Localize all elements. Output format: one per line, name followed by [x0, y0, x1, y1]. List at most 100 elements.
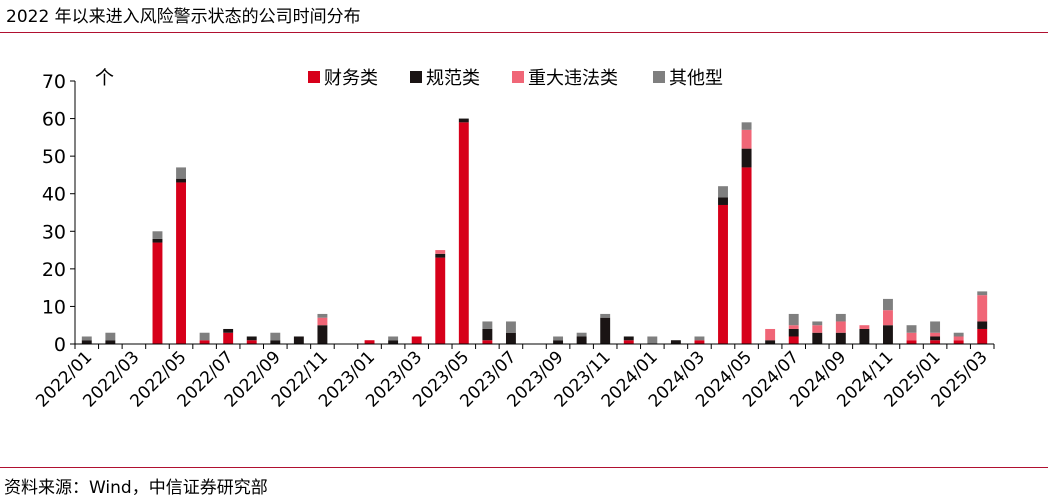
bar-segment-2023/06-s0 — [482, 340, 493, 344]
bar-segment-2025/02-s0 — [953, 340, 964, 344]
bar-segment-2023/10-s1 — [576, 336, 587, 344]
bar-segment-2025/03-s3 — [977, 291, 988, 296]
bar-segment-2022/06-s3 — [199, 332, 210, 341]
bar-segment-2024/03-s0 — [694, 340, 705, 344]
bar-segment-2022/07-s0 — [223, 332, 234, 344]
bar-segment-2024/08-s2 — [812, 325, 823, 333]
bar-segment-2023/12-s0 — [623, 340, 634, 344]
legend-label: 规范类 — [426, 68, 480, 89]
y-tick-label: 40 — [42, 184, 66, 206]
y-tick-label: 60 — [42, 109, 66, 131]
y-tick-label: 10 — [42, 296, 66, 318]
title-divider — [0, 32, 1048, 33]
y-tick-label: 70 — [42, 71, 66, 93]
bar-segment-2024/02-s1 — [670, 340, 681, 344]
bar-segment-2025/01-s3 — [930, 321, 941, 333]
bar-segment-2024/11-s2 — [883, 310, 893, 326]
bar-segment-2024/10-s1 — [859, 328, 870, 344]
bar-segment-2024/07-s1 — [788, 328, 799, 337]
y-axis-unit-label: 个 — [95, 67, 114, 89]
bar-segment-2023/01-s0 — [364, 340, 375, 344]
bar-segment-2025/01-s2 — [930, 332, 941, 337]
legend-swatch — [308, 71, 320, 83]
bar-segment-2023/06-s1 — [482, 328, 493, 341]
bar-segment-2022/01-s1 — [81, 340, 92, 344]
bar-segment-2024/05-s0 — [741, 167, 752, 344]
bar-segment-2022/09-s3 — [270, 332, 281, 341]
bar-segment-2023/02-s1 — [388, 340, 399, 344]
bar-segment-2023/07-s3 — [505, 321, 516, 333]
bar-segment-2024/08-s1 — [812, 332, 823, 344]
bar-segment-2022/05-s1 — [176, 178, 186, 183]
bar-segment-2024/09-s1 — [835, 332, 846, 344]
bar-segment-2022/05-s0 — [176, 182, 186, 344]
bar-segment-2024/04-s3 — [718, 186, 728, 198]
bar-segment-2024/06-s2 — [765, 328, 776, 341]
bar-segment-2022/04-s3 — [152, 231, 163, 239]
bar-segment-2022/10-s1 — [293, 336, 304, 344]
bar-segment-2024/09-s2 — [835, 321, 846, 333]
bar-segment-2023/02-s3 — [388, 336, 399, 341]
bar-segment-2025/02-s3 — [953, 332, 964, 337]
bar-segment-2024/12-s0 — [906, 340, 917, 344]
bar-segment-2023/09-s3 — [553, 336, 564, 341]
bar-segment-2022/08-s1 — [246, 336, 257, 341]
bar-segment-2024/01-s3 — [647, 336, 658, 344]
y-tick-label: 20 — [42, 259, 66, 281]
bar-segment-2024/05-s2 — [741, 129, 752, 149]
chart-title: 2022 年以来进入风险警示状态的公司时间分布 — [6, 7, 361, 27]
bar-segment-2022/11-s2 — [317, 317, 328, 326]
bar-segment-2024/07-s0 — [788, 336, 799, 344]
bar-segment-2022/06-s0 — [199, 340, 210, 344]
source-note: 资料来源：Wind，中信证券研究部 — [4, 478, 268, 498]
bar-segment-2024/09-s3 — [835, 313, 846, 322]
bar-segment-2023/06-s3 — [482, 321, 493, 329]
legend-swatch — [410, 71, 422, 83]
bar-segment-2024/06-s1 — [765, 340, 776, 344]
bar-segment-2023/07-s1 — [505, 332, 516, 344]
bar-segment-2022/11-s3 — [317, 313, 328, 318]
y-tick-label: 0 — [54, 334, 66, 356]
bar-segment-2024/10-s2 — [859, 325, 870, 329]
bar-segment-2025/02-s2 — [953, 336, 964, 341]
bar-layer — [81, 118, 988, 344]
bar-segment-2024/04-s0 — [718, 204, 728, 344]
bar-segment-2024/04-s1 — [718, 197, 728, 205]
bar-segment-2025/03-s2 — [977, 295, 988, 322]
y-tick-label: 30 — [42, 221, 66, 243]
legend-label: 财务类 — [324, 68, 378, 89]
bar-segment-2025/03-s1 — [977, 321, 988, 329]
source-divider — [0, 467, 1048, 468]
bar-segment-2022/04-s1 — [152, 238, 163, 243]
bar-segment-2023/03-s0 — [411, 336, 422, 344]
bar-segment-2023/09-s1 — [553, 340, 564, 344]
legend-label: 其他型 — [669, 68, 723, 89]
bar-segment-2023/04-s2 — [435, 250, 446, 254]
bar-segment-2022/11-s1 — [317, 325, 328, 344]
bar-segment-2022/07-s1 — [223, 328, 234, 333]
bar-segment-2024/11-s3 — [883, 298, 893, 311]
bar-segment-2024/12-s3 — [906, 325, 917, 333]
bar-segment-2024/05-s1 — [741, 148, 752, 168]
bar-segment-2022/02-s3 — [105, 332, 116, 341]
legend: 财务类 规范类 重大违法类 其他型 — [308, 68, 723, 89]
bar-segment-2025/03-s0 — [977, 328, 988, 344]
legend-swatch — [512, 71, 524, 83]
bar-segment-2024/07-s2 — [788, 325, 799, 329]
bar-segment-2022/02-s1 — [105, 340, 116, 344]
bar-segment-2023/11-s1 — [600, 317, 611, 344]
bar-segment-2023/11-s3 — [600, 313, 611, 318]
bar-segment-2023/05-s0 — [458, 122, 469, 344]
bar-segment-2023/04-s1 — [435, 253, 446, 258]
bar-segment-2025/01-s1 — [930, 336, 941, 341]
bar-segment-2022/08-s0 — [246, 340, 257, 344]
bar-segment-2022/01-s3 — [81, 336, 92, 341]
y-tick-label: 50 — [42, 146, 66, 168]
bar-segment-2024/07-s3 — [788, 313, 799, 326]
bar-segment-2023/04-s0 — [435, 257, 446, 344]
bar-segment-2023/10-s3 — [576, 332, 587, 337]
legend-label: 重大违法类 — [528, 68, 618, 89]
bar-segment-2024/11-s1 — [883, 325, 893, 344]
bar-segment-2024/12-s2 — [906, 332, 917, 341]
